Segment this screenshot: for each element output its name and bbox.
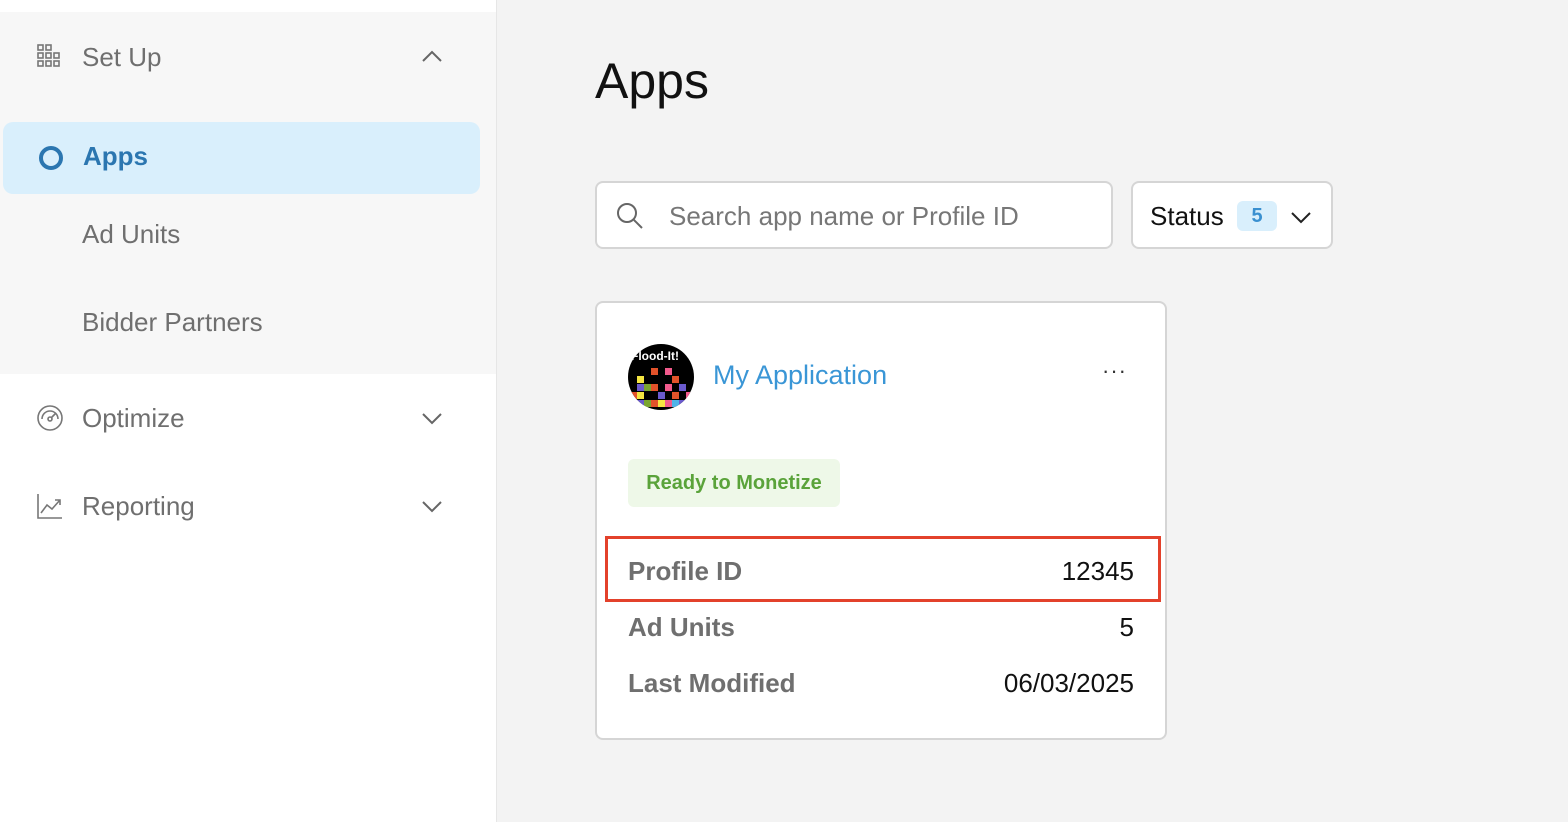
logo-pixel bbox=[672, 376, 679, 383]
field-row-last-modified: Last Modified 06/03/2025 bbox=[628, 668, 1134, 699]
logo-pixel bbox=[686, 392, 693, 399]
logo-pixel bbox=[630, 400, 637, 407]
logo-pixel bbox=[672, 392, 679, 399]
chevron-up-icon[interactable] bbox=[420, 45, 444, 69]
grid-icon bbox=[36, 43, 64, 71]
sidebar-item-bidder-partners[interactable]: Bidder Partners bbox=[0, 302, 496, 342]
search-icon bbox=[615, 201, 645, 231]
field-row-profile-id: Profile ID 12345 bbox=[628, 556, 1134, 587]
search-box[interactable] bbox=[595, 181, 1113, 249]
circle-icon bbox=[39, 146, 63, 170]
status-badge: Ready to Monetize bbox=[628, 459, 840, 507]
sidebar-item-label: Apps bbox=[83, 141, 148, 172]
setup-label: Set Up bbox=[82, 42, 162, 73]
chart-line-icon bbox=[36, 492, 64, 520]
app-name-link[interactable]: My Application bbox=[713, 360, 887, 391]
logo-pixel bbox=[679, 400, 686, 407]
sidebar-section-optimize[interactable]: Optimize bbox=[0, 398, 496, 438]
sidebar-item-label: Bidder Partners bbox=[82, 307, 263, 338]
field-value: 5 bbox=[1120, 612, 1134, 643]
status-filter-label: Status bbox=[1150, 201, 1224, 232]
logo-pixel bbox=[686, 400, 693, 407]
app-card[interactable]: Flood-It! My Application ··· Ready to Mo… bbox=[595, 301, 1167, 740]
logo-pixel bbox=[658, 400, 665, 407]
more-options-icon[interactable]: ··· bbox=[1102, 358, 1127, 384]
logo-pixel bbox=[637, 400, 644, 407]
logo-pixel bbox=[651, 384, 658, 391]
app-logo-text: Flood-It! bbox=[631, 349, 679, 363]
logo-pixel bbox=[665, 368, 672, 375]
logo-pixel bbox=[672, 400, 679, 407]
logo-pixel bbox=[665, 384, 672, 391]
search-input[interactable] bbox=[669, 199, 1089, 233]
sidebar-item-label: Ad Units bbox=[82, 219, 180, 250]
sidebar-item-ad-units[interactable]: Ad Units bbox=[0, 214, 496, 254]
chevron-down-icon[interactable] bbox=[420, 494, 444, 518]
chevron-down-icon bbox=[1289, 205, 1313, 229]
field-label: Ad Units bbox=[628, 612, 735, 643]
sidebar: Set Up Apps Ad Units Bidder Partners Opt… bbox=[0, 0, 497, 822]
optimize-label: Optimize bbox=[82, 403, 185, 434]
chevron-down-icon[interactable] bbox=[420, 406, 444, 430]
logo-pixel bbox=[637, 376, 644, 383]
field-row-ad-units: Ad Units 5 bbox=[628, 612, 1134, 643]
status-filter-dropdown[interactable]: Status 5 bbox=[1131, 181, 1333, 249]
logo-pixel bbox=[644, 400, 651, 407]
logo-pixel bbox=[637, 384, 644, 391]
setup-group: Set Up Apps Ad Units Bidder Partners bbox=[0, 12, 496, 374]
field-label: Profile ID bbox=[628, 556, 742, 587]
sidebar-section-reporting[interactable]: Reporting bbox=[0, 486, 496, 526]
logo-pixel bbox=[679, 384, 686, 391]
reporting-label: Reporting bbox=[82, 491, 195, 522]
sidebar-section-setup[interactable]: Set Up bbox=[0, 37, 496, 77]
logo-pixel bbox=[665, 400, 672, 407]
logo-pixel bbox=[651, 400, 658, 407]
status-count-badge: 5 bbox=[1237, 201, 1277, 231]
logo-pixel bbox=[637, 392, 644, 399]
field-label: Last Modified bbox=[628, 668, 796, 699]
field-value: 06/03/2025 bbox=[1004, 668, 1134, 699]
logo-pixel bbox=[651, 368, 658, 375]
logo-pixel bbox=[630, 392, 637, 399]
logo-pixel bbox=[658, 392, 665, 399]
field-value: 12345 bbox=[1062, 556, 1134, 587]
sidebar-item-apps[interactable]: Apps bbox=[3, 122, 480, 194]
gauge-icon bbox=[36, 404, 64, 432]
app-logo: Flood-It! bbox=[628, 344, 694, 410]
page-title: Apps bbox=[595, 52, 709, 110]
logo-pixel bbox=[644, 384, 651, 391]
